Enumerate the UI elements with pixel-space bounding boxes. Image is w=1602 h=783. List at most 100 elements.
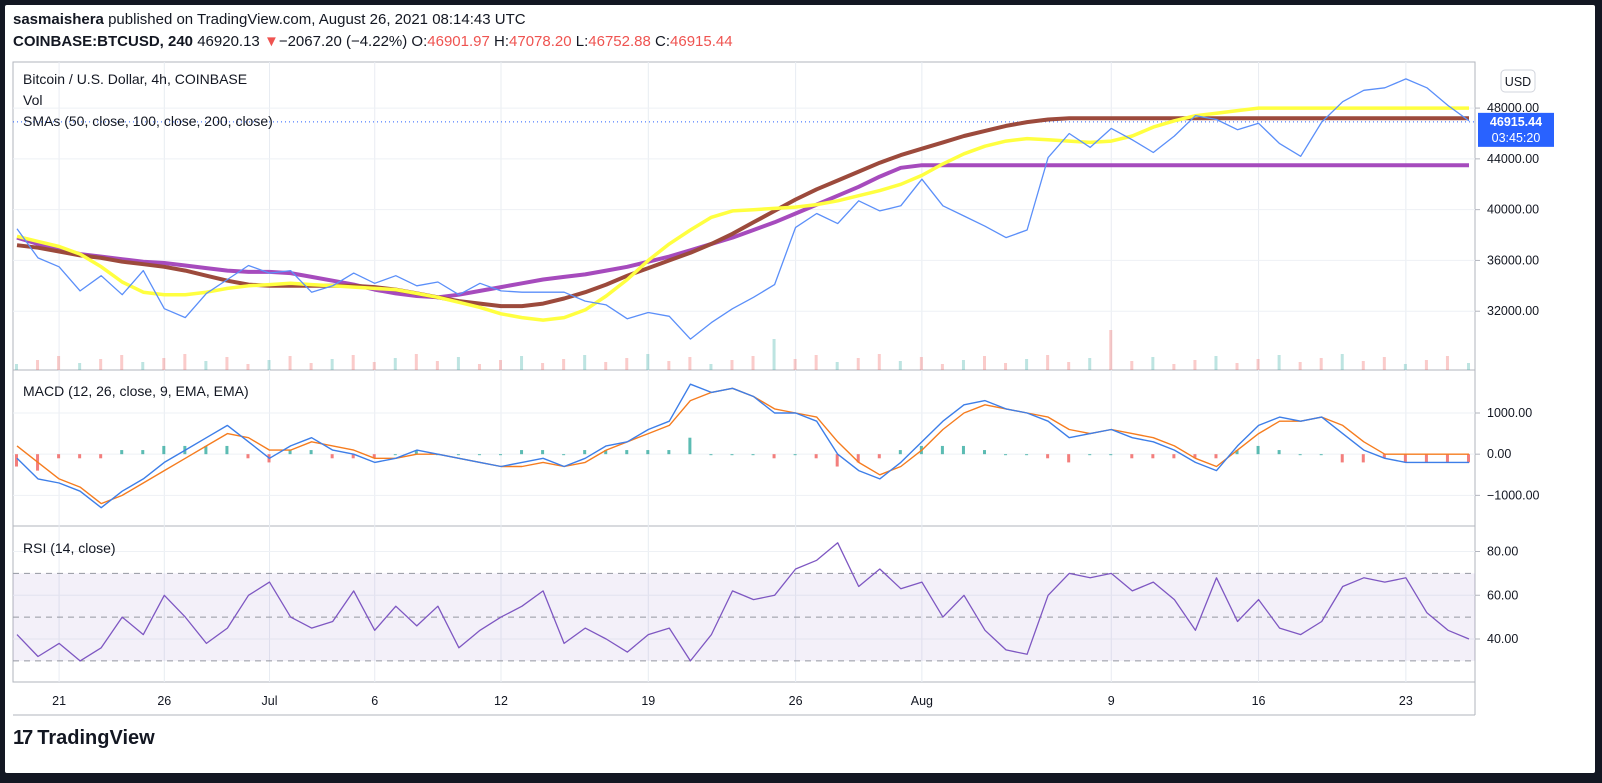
volume-bars	[15, 330, 1470, 370]
x-tick-label-3: 6	[371, 694, 378, 708]
volume-bar	[162, 358, 166, 370]
price-change: −2067.20 (−4.22%)	[278, 33, 408, 50]
macd-hist-bar	[709, 454, 713, 456]
macd-hist-bar	[604, 450, 608, 455]
macd-pane-title: MACD (12, 26, close, 9, EMA, EMA)	[23, 383, 249, 399]
volume-bar	[646, 354, 650, 370]
macd-hist-bar	[625, 450, 629, 455]
volume-bar	[414, 354, 418, 370]
macd-hist-bar	[1088, 454, 1092, 456]
volume-bar	[856, 358, 860, 370]
publisher-name[interactable]: sasmaishera	[13, 11, 104, 28]
macd-hist-bar	[499, 454, 502, 456]
signal-line	[16, 387, 1469, 505]
volume-bar	[1445, 356, 1449, 370]
volume-bar	[435, 361, 439, 370]
volume-bar	[940, 364, 944, 370]
volume-bar	[688, 357, 692, 370]
volume-bar	[919, 357, 923, 370]
volume-bar	[57, 356, 61, 370]
macd-hist-bar	[99, 454, 103, 459]
macd-hist-bar	[1130, 454, 1134, 459]
macd-hist-bar	[330, 454, 334, 459]
volume-bar	[15, 364, 18, 370]
macd-hist-bar	[414, 450, 418, 455]
sma-label: SMAs (50, close, 100, close, 200, close)	[23, 113, 273, 129]
volume-bar	[456, 357, 460, 370]
y-tick-label-2-0: 40.00	[1487, 632, 1518, 646]
macd-hist-bar	[225, 445, 229, 455]
macd-hist-bar	[120, 450, 124, 455]
sma50-line	[16, 106, 1469, 322]
volume-bar	[288, 356, 292, 370]
macd-hist-bar	[57, 454, 61, 459]
volume-bar	[1235, 363, 1239, 370]
macd-hist-bar	[1424, 454, 1428, 463]
macd-hist-bar	[1445, 454, 1449, 463]
macd-hist-bar	[1046, 454, 1050, 459]
down-arrow-icon: ▼	[263, 33, 279, 50]
macd-hist-bar	[583, 450, 587, 455]
tradingview-brand[interactable]: 17 TradingView	[13, 727, 155, 750]
x-tick-label-6: 26	[789, 694, 803, 708]
macd-hist-bar	[1193, 454, 1197, 459]
macd-hist-bar	[246, 454, 250, 459]
symbol-label[interactable]: COINBASE:BTCUSD, 240	[13, 33, 194, 50]
publish-line: sasmaishera published on TradingView.com…	[13, 11, 526, 28]
macd-hist-bar	[730, 454, 734, 456]
x-tick-label-4: 12	[494, 694, 508, 708]
macd-hist-bar	[141, 450, 145, 455]
volume-bar	[309, 363, 313, 370]
volume-bar	[120, 355, 124, 370]
brand-name: TradingView	[37, 727, 155, 749]
currency-badge-box[interactable]	[1500, 69, 1536, 93]
macd-hist-bar	[1235, 450, 1239, 455]
volume-bar	[667, 361, 671, 370]
last-price: 46920.13	[197, 33, 260, 50]
macd-hist-bar	[456, 454, 460, 456]
close-label: C:	[655, 33, 671, 50]
volume-bar	[814, 355, 818, 370]
macd-hist-bar	[1382, 454, 1386, 459]
sma100-line	[16, 116, 1469, 309]
volume-bar	[562, 359, 566, 370]
axes: 21 26 Jul 6 12 19 26 Aug 9 16 23 32000.00 36000.00 40…	[52, 101, 1539, 708]
x-tick-label-9: 16	[1252, 694, 1266, 708]
y-tick-label-1-1: 0.00	[1487, 447, 1511, 461]
volume-bar	[961, 360, 965, 370]
volume-bar	[1067, 362, 1071, 370]
volume-bar	[1130, 361, 1134, 370]
volume-bar	[1088, 358, 1092, 370]
macd-hist-bar	[309, 450, 313, 455]
series-lines	[16, 78, 1470, 662]
low-value: 46752.88	[588, 33, 651, 50]
currency-badge[interactable]: USD	[1505, 75, 1531, 89]
macd-hist-bar	[204, 445, 208, 455]
macd-hist-bar	[1319, 454, 1323, 456]
chart-canvas[interactable]: 21 26 Jul 6 12 19 26 Aug 9 16 23 32000.00 36000.00 40…	[5, 5, 1595, 773]
macd-hist-bar	[814, 454, 818, 459]
macd-hist-bar	[393, 454, 397, 456]
high-label: H:	[494, 33, 510, 50]
sma200-line	[16, 163, 1469, 300]
macd-hist-bar	[1214, 454, 1218, 459]
macd-hist-bar	[78, 454, 82, 459]
macd-hist-bar	[288, 450, 292, 455]
volume-bar	[751, 356, 755, 370]
y-tick-label-0-1: 36000.00	[1487, 253, 1539, 267]
volume-bar	[1172, 364, 1176, 370]
macd-hist-bar	[562, 454, 566, 456]
volume-bar	[1467, 363, 1470, 370]
macd-hist-bar	[15, 454, 18, 467]
open-label: O:	[411, 33, 428, 50]
macd-hist-bar	[772, 454, 776, 459]
macd-hist-bar	[835, 454, 839, 467]
volume-bar	[78, 363, 82, 370]
low-label: L:	[575, 33, 589, 50]
chart-frame: sasmaishera published on TradingView.com…	[5, 5, 1595, 773]
macd-hist-bar	[1277, 450, 1281, 455]
volume-bar	[1403, 364, 1407, 370]
macd-hist-bar	[1004, 454, 1008, 456]
grid	[12, 61, 1476, 716]
volume-bar	[835, 362, 839, 370]
